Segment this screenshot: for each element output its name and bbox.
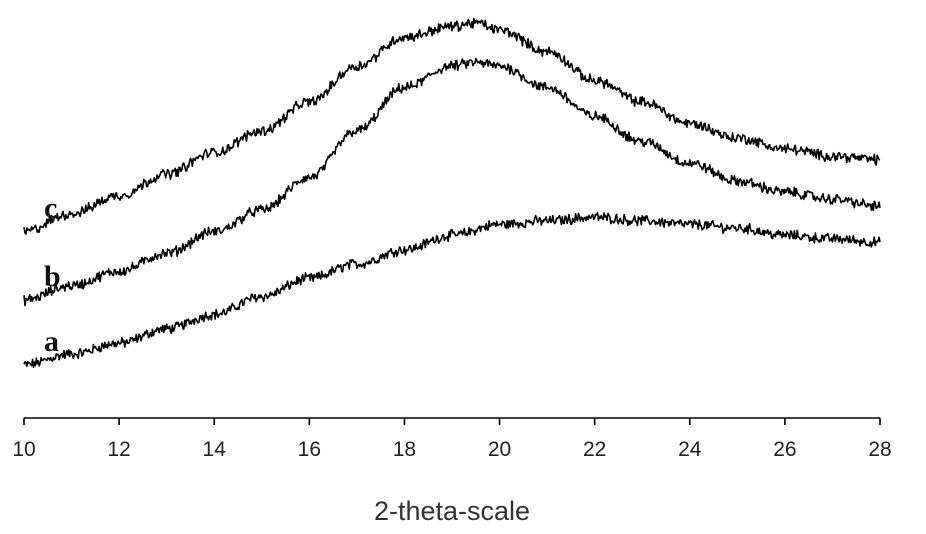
chart-traces [23, 17, 881, 369]
series-label-c: c [44, 192, 57, 225]
series-label-a: a [44, 325, 59, 358]
x-tick-label-1: 12 [107, 438, 130, 461]
series-c-line [23, 17, 881, 235]
x-tick-label-3: 16 [298, 438, 321, 461]
x-axis-ticks [23, 418, 881, 425]
x-axis-tick-labels: 10 12 14 16 18 20 22 24 26 28 [12, 438, 891, 461]
x-tick-label-0: 10 [12, 438, 35, 461]
x-axis-title: 2-theta-scale [374, 496, 530, 526]
x-tick-label-2: 14 [203, 438, 227, 461]
x-tick-label-7: 24 [678, 438, 702, 461]
x-tick-label-6: 22 [583, 438, 606, 461]
x-tick-label-5: 20 [488, 438, 511, 461]
x-tick-label-8: 26 [773, 438, 796, 461]
series-label-b: b [44, 260, 61, 293]
series-b-line [23, 57, 881, 307]
x-tick-label-9: 28 [868, 438, 891, 461]
x-tick-label-4: 18 [393, 438, 416, 461]
series-labels: ab c [44, 192, 61, 358]
series-a-line [23, 212, 881, 369]
